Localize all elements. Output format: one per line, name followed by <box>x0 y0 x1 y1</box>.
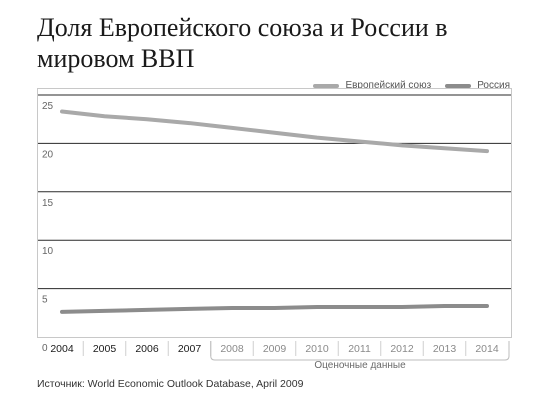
x-tick-label: 2005 <box>93 343 117 355</box>
legend-swatch-russia <box>445 83 472 88</box>
y-tick-label: 20 <box>42 149 54 160</box>
legend-item-eu: Европейский союз <box>313 80 431 91</box>
x-tick-label: 2009 <box>263 343 287 355</box>
chart-legend: Европейский союз Россия <box>313 80 510 91</box>
x-tick-label: 2013 <box>433 343 457 355</box>
x-tick-label: 2004 <box>50 343 74 355</box>
x-tick-label: 2006 <box>135 343 159 355</box>
x-tick-label: 2012 <box>390 343 414 355</box>
x-tick-label: 2011 <box>348 343 371 355</box>
legend-item-russia: Россия <box>445 80 510 91</box>
y-tick-label: 0 <box>42 343 48 354</box>
source-note: Источник: World Economic Outlook Databas… <box>37 378 304 390</box>
chart-frame <box>37 88 512 338</box>
x-tick-label: 2008 <box>220 343 244 355</box>
y-tick-label: 15 <box>42 198 54 209</box>
y-tick-label: 10 <box>42 246 54 257</box>
legend-label-eu: Европейский союз <box>345 80 432 91</box>
chart-title: Доля Европейского союза и России в миров… <box>37 13 448 73</box>
y-tick-label: 25 <box>42 101 54 112</box>
estimate-label: Оценочные данные <box>314 360 406 371</box>
series-line-eu <box>60 109 489 154</box>
x-tick-label: 2007 <box>178 343 202 355</box>
x-tick-label: 2010 <box>305 343 329 355</box>
legend-label-russia: Россия <box>477 80 510 91</box>
estimate-bracket <box>210 341 510 361</box>
legend-swatch-eu <box>313 83 340 88</box>
x-tick-label: 2014 <box>475 343 499 355</box>
series-line-russia <box>60 304 489 314</box>
y-tick-label: 5 <box>42 295 48 306</box>
